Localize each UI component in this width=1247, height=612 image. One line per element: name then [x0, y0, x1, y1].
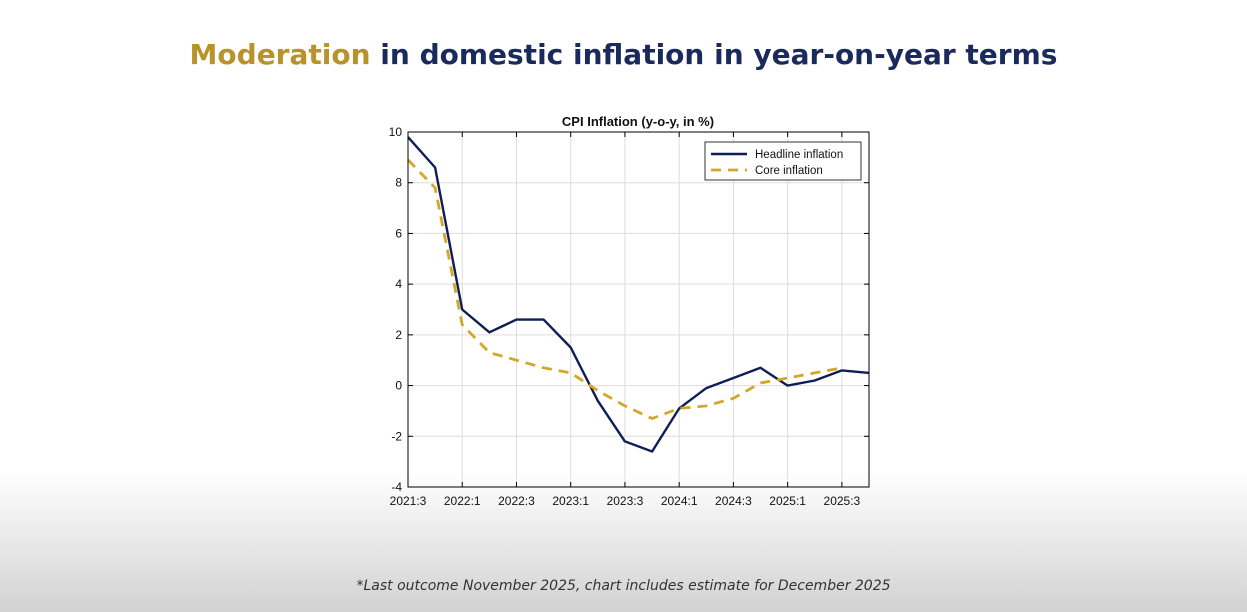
- y-tick-label: 8: [395, 176, 402, 190]
- plot-frame: [407, 131, 870, 488]
- x-tick-label: 2022:1: [444, 494, 481, 508]
- slide-title-rest: in domestic inflation in year-on-year te…: [370, 38, 1058, 71]
- headline-inflation-line: [407, 136, 870, 453]
- series-lines: [406, 136, 870, 453]
- y-tick-label: 10: [389, 125, 403, 139]
- x-tick-label: 2025:3: [824, 494, 861, 508]
- legend-box: [704, 141, 862, 181]
- x-tick-label: 2025:1: [769, 494, 806, 508]
- legend-headline-label: Headline inflation: [755, 149, 843, 161]
- x-tick-label: 2024:1: [661, 494, 698, 508]
- y-tick-label: 6: [395, 226, 402, 240]
- x-tick-label: 2024:3: [715, 494, 752, 508]
- axis-ticks: -4 -2 0 2 4 6 8 10 2021:3 2022:1 2022:3 2023:1 2023:…: [389, 125, 869, 508]
- slide-title-accent: Moderation: [189, 38, 371, 71]
- x-tick-label: 2021:3: [390, 494, 427, 508]
- legend-core-label: Core inflation: [755, 165, 823, 177]
- x-tick-label: 2022:3: [498, 494, 535, 508]
- y-tick-label: 2: [395, 328, 402, 342]
- y-tick-label: 0: [395, 379, 402, 393]
- grid-lines: [407, 131, 869, 488]
- y-tick-label: 4: [395, 277, 402, 291]
- slide-title: Moderation in domestic inflation in year…: [0, 38, 1247, 71]
- core-inflation-line: [406, 158, 843, 420]
- x-tick-label: 2023:3: [607, 494, 644, 508]
- cpi-inflation-chart: CPI Inflation (y-o-y, in %) -4 -2 0 2 4 6 8 10 2…: [389, 114, 870, 508]
- y-tick-label: -4: [391, 480, 402, 494]
- y-tick-label: -2: [391, 429, 402, 443]
- footnote: *Last outcome November 2025, chart inclu…: [356, 578, 891, 594]
- chart-title: CPI Inflation (y-o-y, in %): [562, 114, 714, 129]
- x-tick-label: 2023:1: [552, 494, 589, 508]
- chart-legend: Headline inflation Core inflation: [704, 141, 862, 181]
